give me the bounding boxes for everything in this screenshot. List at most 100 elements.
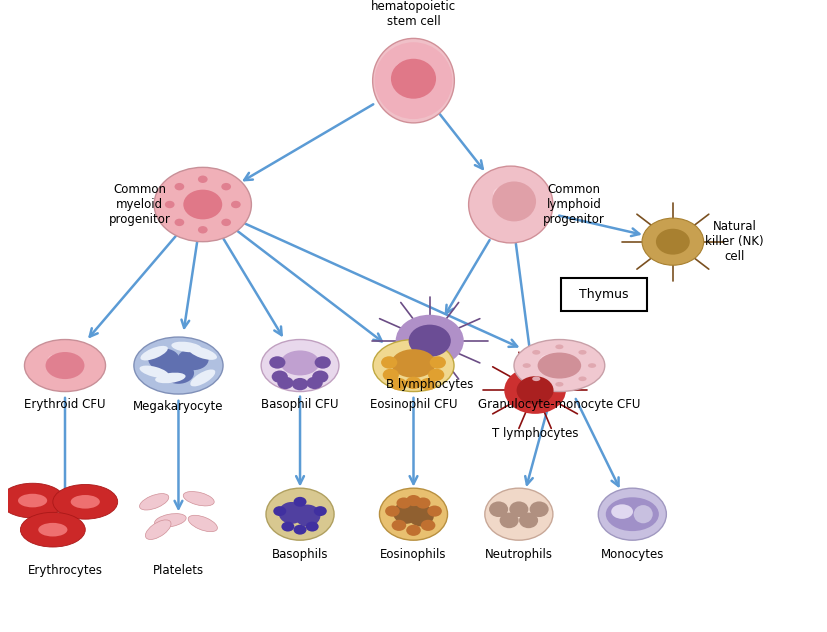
Text: Thymus: Thymus: [579, 288, 629, 301]
Ellipse shape: [540, 355, 558, 364]
Ellipse shape: [165, 201, 174, 208]
Ellipse shape: [611, 504, 633, 519]
FancyBboxPatch shape: [561, 277, 647, 311]
Ellipse shape: [178, 348, 208, 370]
Ellipse shape: [155, 514, 186, 527]
Ellipse shape: [489, 501, 508, 517]
Ellipse shape: [500, 513, 519, 528]
Ellipse shape: [485, 488, 553, 540]
Ellipse shape: [406, 525, 421, 536]
Ellipse shape: [155, 373, 185, 383]
Ellipse shape: [605, 497, 659, 531]
Ellipse shape: [633, 505, 653, 523]
Ellipse shape: [504, 367, 566, 414]
Ellipse shape: [405, 377, 422, 389]
Ellipse shape: [134, 337, 223, 394]
Text: Common
lymphoid
progenitor: Common lymphoid progenitor: [543, 183, 605, 226]
Ellipse shape: [656, 229, 690, 255]
Ellipse shape: [519, 513, 538, 528]
Ellipse shape: [261, 339, 339, 392]
Ellipse shape: [18, 494, 47, 507]
Ellipse shape: [184, 190, 222, 219]
Ellipse shape: [514, 339, 605, 392]
Ellipse shape: [25, 339, 106, 392]
Ellipse shape: [189, 515, 218, 532]
Ellipse shape: [408, 504, 434, 526]
Text: Basophils: Basophils: [272, 549, 328, 561]
Ellipse shape: [281, 521, 294, 532]
Ellipse shape: [383, 368, 399, 381]
Ellipse shape: [280, 351, 319, 375]
Ellipse shape: [406, 495, 421, 506]
Ellipse shape: [391, 349, 436, 378]
Ellipse shape: [266, 488, 334, 540]
Ellipse shape: [428, 506, 442, 517]
Ellipse shape: [428, 368, 444, 381]
Ellipse shape: [184, 492, 214, 506]
Ellipse shape: [416, 497, 431, 509]
Ellipse shape: [373, 339, 454, 392]
Ellipse shape: [380, 488, 447, 540]
Ellipse shape: [222, 183, 231, 190]
Ellipse shape: [395, 353, 417, 364]
Ellipse shape: [292, 378, 308, 391]
Ellipse shape: [375, 42, 452, 119]
Ellipse shape: [533, 350, 540, 355]
Ellipse shape: [415, 330, 432, 340]
Ellipse shape: [306, 521, 318, 532]
Ellipse shape: [148, 348, 179, 370]
Ellipse shape: [391, 378, 407, 391]
Text: Eosinophils: Eosinophils: [380, 549, 447, 561]
Ellipse shape: [469, 166, 553, 243]
Text: T lymphocytes: T lymphocytes: [492, 427, 578, 441]
Ellipse shape: [70, 495, 100, 509]
Ellipse shape: [529, 501, 548, 517]
Ellipse shape: [420, 378, 436, 391]
Text: Common
myeloid
progenitor: Common myeloid progenitor: [108, 183, 170, 226]
Ellipse shape: [190, 370, 215, 386]
Ellipse shape: [393, 502, 419, 524]
Ellipse shape: [294, 504, 320, 526]
Text: Natural
killer (NK)
cell: Natural killer (NK) cell: [705, 220, 764, 263]
Ellipse shape: [307, 377, 323, 389]
Ellipse shape: [174, 183, 184, 190]
Ellipse shape: [45, 352, 84, 379]
Text: Self-renewing
hematopoietic
stem cell: Self-renewing hematopoietic stem cell: [371, 0, 456, 28]
Ellipse shape: [231, 201, 241, 208]
Ellipse shape: [661, 233, 676, 241]
Ellipse shape: [277, 377, 294, 389]
Ellipse shape: [538, 353, 581, 379]
Text: B lymphocytes: B lymphocytes: [386, 378, 473, 391]
Ellipse shape: [430, 356, 446, 368]
Text: Basophil CFU: Basophil CFU: [261, 398, 339, 411]
Ellipse shape: [555, 382, 563, 387]
Ellipse shape: [523, 363, 531, 368]
Ellipse shape: [271, 370, 288, 383]
Text: Erythrocytes: Erythrocytes: [27, 564, 103, 577]
Ellipse shape: [146, 520, 171, 540]
Text: Platelets: Platelets: [153, 564, 204, 577]
Ellipse shape: [392, 520, 406, 531]
Ellipse shape: [53, 485, 117, 519]
Ellipse shape: [578, 377, 586, 381]
Ellipse shape: [279, 502, 304, 524]
Ellipse shape: [273, 506, 286, 516]
Ellipse shape: [396, 497, 411, 509]
Ellipse shape: [294, 497, 307, 507]
Ellipse shape: [174, 219, 184, 226]
Text: Erythroid CFU: Erythroid CFU: [24, 398, 106, 411]
Ellipse shape: [385, 506, 399, 517]
Ellipse shape: [171, 342, 202, 352]
Ellipse shape: [373, 39, 454, 123]
Ellipse shape: [522, 380, 539, 391]
Ellipse shape: [395, 315, 464, 367]
Ellipse shape: [313, 506, 327, 516]
Ellipse shape: [140, 365, 169, 378]
Ellipse shape: [163, 362, 194, 384]
Ellipse shape: [533, 377, 540, 381]
Ellipse shape: [189, 346, 217, 360]
Ellipse shape: [48, 355, 65, 364]
Ellipse shape: [222, 219, 231, 226]
Ellipse shape: [493, 187, 512, 201]
Text: Granulocyte-monocyte CFU: Granulocyte-monocyte CFU: [478, 398, 641, 411]
